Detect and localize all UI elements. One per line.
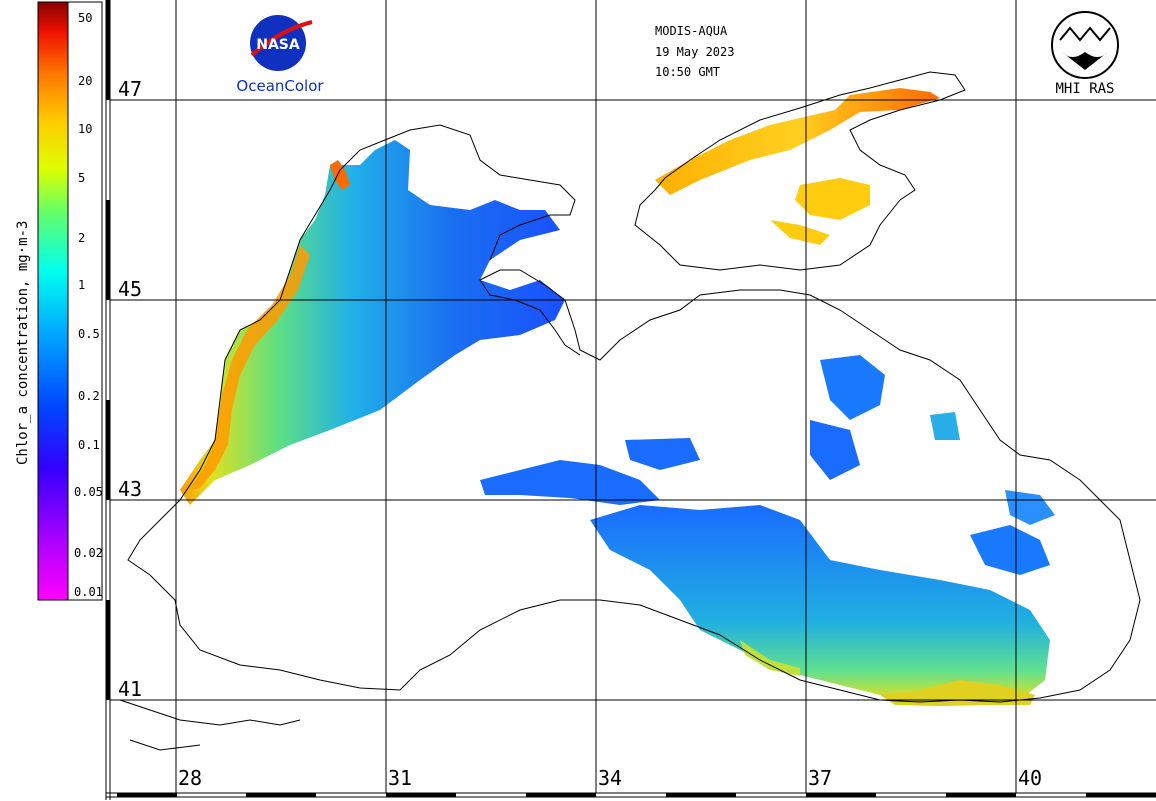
lon-label: 34 <box>598 766 622 790</box>
colorbar-gradient <box>37 1 69 601</box>
se-field <box>590 505 1050 700</box>
east-patch <box>970 525 1050 575</box>
colorbar-tick: 2 <box>78 231 85 245</box>
mhi-wave-icon <box>1062 52 1108 70</box>
lat-label: 47 <box>118 77 142 101</box>
azov-coast <box>634 71 966 271</box>
colorbar-tick: 10 <box>78 122 92 136</box>
colorbar: 50 20 10 5 2 1 0.5 0.2 0.1 0.05 0.02 0.0… <box>15 1 103 601</box>
colorbar-tick: 0.5 <box>78 327 100 341</box>
nw-coast <box>179 124 576 501</box>
colorbar-tick: 0.01 <box>74 585 103 599</box>
colorbar-tick-panel <box>67 1 103 601</box>
bosphorus-coast <box>119 699 301 751</box>
colorbar-tick: 50 <box>78 11 92 25</box>
east-patch <box>930 412 960 440</box>
colorbar-tick: 1 <box>78 278 85 292</box>
colorbar-tick: 0.02 <box>74 546 103 560</box>
colorbar-title: Chlor_a concentration, mg·m-3 <box>15 221 31 465</box>
colorbar-tick: 0.1 <box>78 438 100 452</box>
nw-coast-band <box>190 245 310 490</box>
lat-label: 41 <box>118 677 142 701</box>
lon-label: 28 <box>178 766 202 790</box>
se-coast-band <box>740 640 800 676</box>
mhi-wave-icon <box>1059 26 1111 42</box>
chlorophyll-field <box>180 88 1055 706</box>
longitude-scale <box>106 792 1156 798</box>
east-patch <box>820 355 885 420</box>
mhi-logo: MHI RAS <box>1051 11 1119 97</box>
azov-south <box>770 220 830 245</box>
time-label: 10:50 GMT <box>655 65 720 79</box>
lon-label: 37 <box>808 766 832 790</box>
azov-central <box>795 178 870 220</box>
sensor-label: MODIS-AQUA <box>655 24 728 38</box>
coastline <box>119 71 1141 751</box>
lat-label: 43 <box>118 477 142 501</box>
nasa-swoosh-icon <box>250 20 313 57</box>
nasa-text: NASA <box>256 37 300 53</box>
crimea-coast <box>479 269 581 356</box>
nw-shelf-plume <box>180 140 565 505</box>
colorbar-tick: 0.2 <box>78 389 100 403</box>
date-label: 19 May 2023 <box>655 45 734 59</box>
latitude-scale <box>105 0 111 800</box>
oceancolor-text: OceanColor <box>236 77 324 95</box>
central-patch <box>625 438 700 470</box>
mhi-text: MHI RAS <box>1055 81 1114 97</box>
colorbar-tick: 0.05 <box>74 485 103 499</box>
lon-label: 31 <box>388 766 412 790</box>
lat-label: 45 <box>118 277 142 301</box>
colorbar-tick: 5 <box>78 171 85 185</box>
azov-sea-field <box>655 88 940 195</box>
east-patch <box>810 420 860 480</box>
danube-plume <box>330 160 350 190</box>
lon-label: 40 <box>1018 766 1042 790</box>
colorbar-tick: 20 <box>78 74 92 88</box>
nasa-logo: NASA OceanColor <box>236 15 324 95</box>
central-patch <box>480 460 660 505</box>
east-patch <box>1005 490 1055 525</box>
graticule <box>110 0 1156 793</box>
